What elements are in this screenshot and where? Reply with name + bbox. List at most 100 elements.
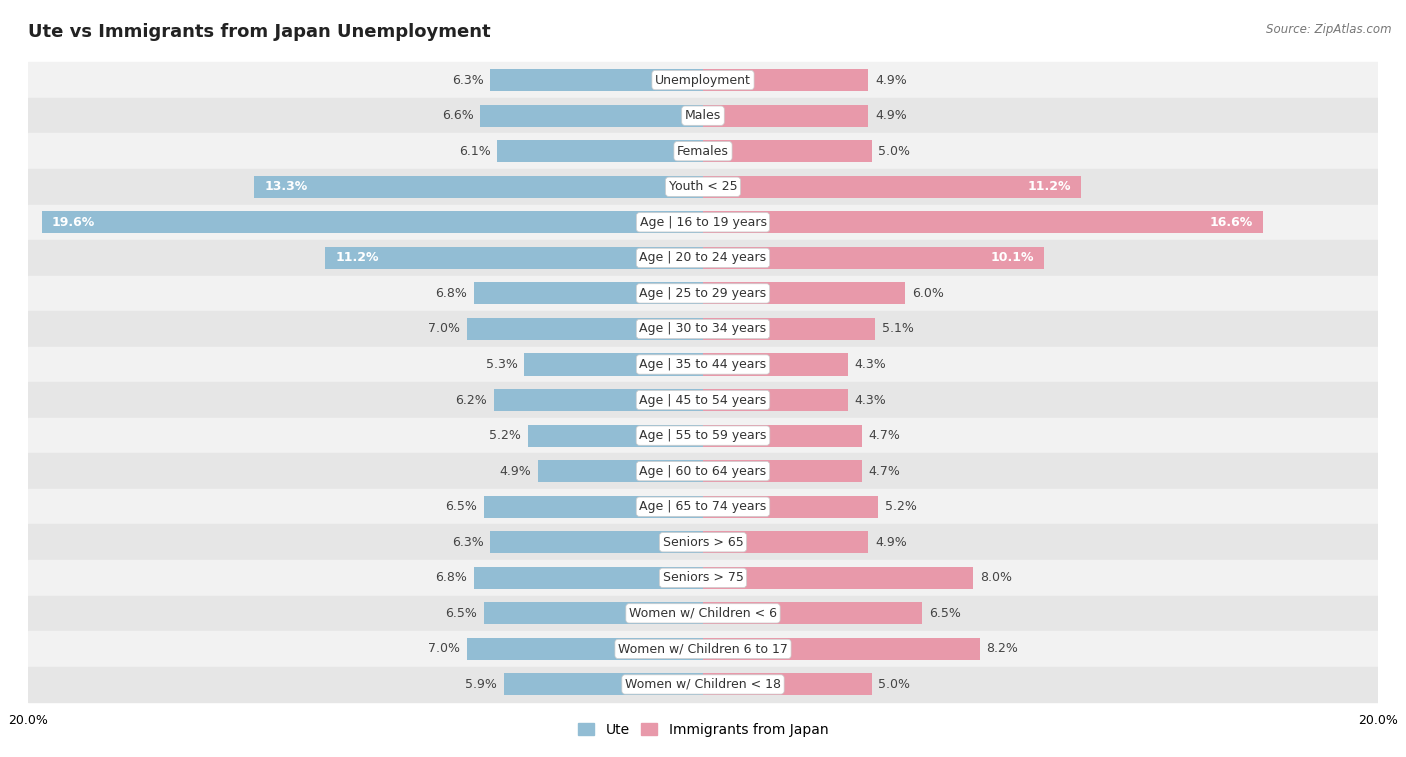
Text: 5.1%: 5.1% — [882, 322, 914, 335]
Bar — [703, 496, 879, 518]
Bar — [28, 596, 1378, 631]
Bar — [28, 62, 1378, 98]
Text: 4.3%: 4.3% — [855, 394, 887, 407]
Bar — [703, 674, 872, 696]
Bar — [28, 133, 1378, 169]
Text: 4.9%: 4.9% — [875, 109, 907, 122]
Text: Age | 20 to 24 years: Age | 20 to 24 years — [640, 251, 766, 264]
Bar — [484, 496, 703, 518]
Text: Age | 60 to 64 years: Age | 60 to 64 years — [640, 465, 766, 478]
Text: 6.5%: 6.5% — [446, 607, 477, 620]
Bar — [703, 531, 869, 553]
Bar — [325, 247, 703, 269]
Text: 7.0%: 7.0% — [427, 643, 460, 656]
Text: 11.2%: 11.2% — [1028, 180, 1071, 193]
Bar — [467, 638, 703, 660]
Bar — [537, 460, 703, 482]
Bar — [703, 318, 875, 340]
Text: 6.3%: 6.3% — [451, 73, 484, 86]
Text: 6.8%: 6.8% — [434, 287, 467, 300]
Bar — [703, 425, 862, 447]
Text: 5.2%: 5.2% — [886, 500, 917, 513]
Text: 4.9%: 4.9% — [875, 536, 907, 549]
Bar — [474, 282, 703, 304]
Text: 10.1%: 10.1% — [990, 251, 1033, 264]
Text: 19.6%: 19.6% — [52, 216, 96, 229]
Bar — [703, 354, 848, 375]
Text: 4.7%: 4.7% — [869, 429, 900, 442]
Text: 5.0%: 5.0% — [879, 678, 911, 691]
Bar — [498, 140, 703, 162]
Bar — [703, 638, 980, 660]
Bar — [28, 169, 1378, 204]
Bar — [703, 140, 872, 162]
Text: Females: Females — [678, 145, 728, 157]
Text: Age | 16 to 19 years: Age | 16 to 19 years — [640, 216, 766, 229]
Bar — [494, 389, 703, 411]
Text: Age | 35 to 44 years: Age | 35 to 44 years — [640, 358, 766, 371]
Text: 5.2%: 5.2% — [489, 429, 520, 442]
Text: 6.8%: 6.8% — [434, 572, 467, 584]
Bar — [703, 389, 848, 411]
Bar — [484, 603, 703, 625]
Text: Age | 30 to 34 years: Age | 30 to 34 years — [640, 322, 766, 335]
Bar — [703, 567, 973, 589]
Bar — [28, 560, 1378, 596]
Bar — [703, 247, 1043, 269]
Bar — [467, 318, 703, 340]
Bar — [491, 531, 703, 553]
Text: 6.3%: 6.3% — [451, 536, 484, 549]
Text: Ute vs Immigrants from Japan Unemployment: Ute vs Immigrants from Japan Unemploymen… — [28, 23, 491, 41]
Bar — [703, 176, 1081, 198]
Bar — [703, 211, 1263, 233]
Text: Women w/ Children 6 to 17: Women w/ Children 6 to 17 — [619, 643, 787, 656]
Text: 5.9%: 5.9% — [465, 678, 498, 691]
Bar — [703, 69, 869, 91]
Text: 6.2%: 6.2% — [456, 394, 486, 407]
Text: 16.6%: 16.6% — [1209, 216, 1253, 229]
Bar — [28, 276, 1378, 311]
Bar — [703, 603, 922, 625]
Text: Age | 25 to 29 years: Age | 25 to 29 years — [640, 287, 766, 300]
Bar — [42, 211, 703, 233]
Text: 11.2%: 11.2% — [335, 251, 378, 264]
Text: 5.0%: 5.0% — [879, 145, 911, 157]
Text: 13.3%: 13.3% — [264, 180, 308, 193]
Text: 6.5%: 6.5% — [446, 500, 477, 513]
Text: Women w/ Children < 6: Women w/ Children < 6 — [628, 607, 778, 620]
Text: Age | 65 to 74 years: Age | 65 to 74 years — [640, 500, 766, 513]
Text: 8.2%: 8.2% — [987, 643, 1018, 656]
Text: Males: Males — [685, 109, 721, 122]
Text: 4.9%: 4.9% — [499, 465, 531, 478]
Bar — [481, 104, 703, 126]
Bar — [28, 98, 1378, 133]
Bar — [28, 453, 1378, 489]
Bar — [28, 667, 1378, 702]
Text: Women w/ Children < 18: Women w/ Children < 18 — [626, 678, 780, 691]
Text: Seniors > 75: Seniors > 75 — [662, 572, 744, 584]
Bar — [703, 104, 869, 126]
Text: 6.5%: 6.5% — [929, 607, 960, 620]
Text: Unemployment: Unemployment — [655, 73, 751, 86]
Bar — [503, 674, 703, 696]
Legend: Ute, Immigrants from Japan: Ute, Immigrants from Japan — [572, 717, 834, 742]
Bar — [254, 176, 703, 198]
Bar — [28, 418, 1378, 453]
Text: Source: ZipAtlas.com: Source: ZipAtlas.com — [1267, 23, 1392, 36]
Bar — [491, 69, 703, 91]
Bar — [28, 311, 1378, 347]
Bar — [474, 567, 703, 589]
Bar — [703, 282, 905, 304]
Text: 4.9%: 4.9% — [875, 73, 907, 86]
Bar — [703, 460, 862, 482]
Text: Age | 45 to 54 years: Age | 45 to 54 years — [640, 394, 766, 407]
Bar — [28, 204, 1378, 240]
Bar — [524, 354, 703, 375]
Text: Youth < 25: Youth < 25 — [669, 180, 737, 193]
Text: Age | 55 to 59 years: Age | 55 to 59 years — [640, 429, 766, 442]
Bar — [527, 425, 703, 447]
Text: 8.0%: 8.0% — [980, 572, 1012, 584]
Text: 6.0%: 6.0% — [912, 287, 943, 300]
Text: 7.0%: 7.0% — [427, 322, 460, 335]
Text: 6.6%: 6.6% — [441, 109, 474, 122]
